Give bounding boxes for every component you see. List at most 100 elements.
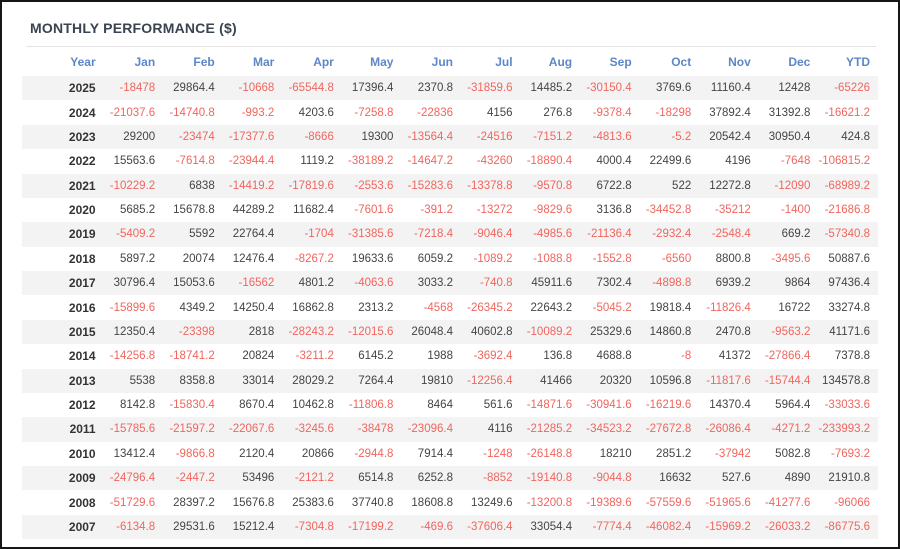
value-cell: -1552.8 (592, 252, 632, 265)
value-cell: -30150.4 (586, 82, 632, 95)
value-cell: -5045.2 (592, 301, 632, 314)
value-cell: 7914.4 (417, 447, 453, 460)
value-cell: 26048.4 (411, 325, 453, 338)
value-cell: 527.6 (722, 472, 751, 485)
value-cell: -10668 (238, 82, 275, 95)
value-cell: -12256.4 (467, 374, 513, 387)
value-cell: 25329.6 (590, 325, 632, 338)
year-cell: 2020 (68, 203, 96, 218)
value-cell: 30796.4 (113, 277, 156, 290)
value-cell: -7693.2 (830, 447, 870, 460)
column-header-sep: Sep (609, 55, 632, 69)
value-cell: -233993.2 (818, 423, 871, 436)
value-cell: -22067.6 (228, 423, 275, 436)
value-cell: -37606.4 (467, 520, 513, 533)
value-cell: 13412.4 (113, 447, 156, 460)
table-body: 2025 -18478 29864.4 -10668 -65544.8 17396.4 23… (22, 76, 878, 540)
value-cell: 20074 (182, 252, 215, 265)
value-cell: -14871.6 (526, 399, 573, 412)
value-cell: 8670.4 (239, 399, 275, 412)
value-cell: -38478 (357, 423, 394, 436)
value-cell: -11806.8 (348, 399, 394, 412)
value-cell: 20542.4 (709, 130, 751, 143)
value-cell: 20824 (242, 350, 275, 363)
value-cell: 19300 (361, 130, 394, 143)
value-cell: 2851.2 (656, 447, 692, 460)
column-header-dec: Dec (788, 55, 811, 69)
value-cell: -17377.6 (228, 130, 275, 143)
value-cell: 29531.6 (173, 520, 215, 533)
value-cell: 5897.2 (119, 252, 156, 265)
value-cell: -9378.4 (592, 106, 632, 119)
value-cell: -13564.4 (407, 130, 453, 143)
value-cell: -12090 (774, 179, 811, 192)
value-cell: -7648 (780, 155, 811, 168)
table-row: 2009 -24796.4 -2447.2 53496 -2121.2 6514.8 625… (22, 466, 878, 491)
value-cell: -3245.6 (294, 423, 334, 436)
column-header-oct: Oct (671, 55, 692, 69)
table-row: 2007 -6134.8 29531.6 15212.4 -7304.8 -17199.2… (22, 514, 878, 540)
value-cell: -469.6 (420, 520, 453, 533)
value-cell: 134578.8 (822, 374, 870, 387)
year-cell: 2023 (68, 129, 96, 144)
value-cell: -11817.6 (706, 374, 751, 387)
value-cell: 5685.2 (119, 204, 156, 217)
column-header-mar: Mar (252, 55, 275, 69)
value-cell: -9044.8 (592, 472, 632, 485)
value-cell: -65544.8 (288, 82, 334, 95)
value-cell: 33054.4 (530, 520, 573, 533)
value-cell: -15744.4 (764, 374, 811, 387)
value-cell: 20320 (599, 374, 632, 387)
value-cell: -15785.6 (109, 423, 156, 436)
column-header-aug: Aug (548, 55, 573, 69)
value-cell: 33014 (242, 374, 275, 387)
value-cell: 22764.4 (232, 228, 275, 241)
value-cell: 8800.8 (715, 252, 751, 265)
value-cell: -37942 (714, 447, 751, 460)
value-cell: 20866 (301, 447, 334, 460)
value-cell: -30941.6 (586, 399, 632, 412)
value-cell: -9829.6 (533, 204, 573, 217)
value-cell: -1088.8 (533, 252, 573, 265)
value-cell: 28397.2 (173, 496, 215, 509)
year-cell: 2013 (68, 373, 96, 388)
year-cell: 2011 (69, 422, 96, 437)
value-cell: 5964.4 (775, 399, 811, 412)
value-cell: 31392.8 (768, 106, 811, 119)
value-cell: -4985.6 (533, 228, 573, 241)
year-cell: 2019 (68, 227, 96, 242)
value-cell: 8464 (427, 399, 453, 412)
value-cell: -7151.2 (533, 130, 573, 143)
value-cell: 1988 (427, 350, 453, 363)
column-header-jul: Jul (495, 55, 513, 69)
value-cell: 14860.8 (649, 325, 692, 338)
value-cell: -46082.4 (645, 520, 692, 533)
value-cell: -16562 (238, 277, 275, 290)
value-cell: -65226 (834, 82, 870, 95)
year-cell: 2008 (68, 495, 96, 510)
value-cell: 2470.8 (715, 325, 751, 338)
value-cell: -24796.4 (109, 472, 156, 485)
column-header-may: May (370, 55, 394, 69)
value-cell: -7614.8 (175, 155, 215, 168)
value-cell: -35212 (714, 204, 751, 217)
value-cell: -19140.8 (526, 472, 573, 485)
value-cell: 6514.8 (358, 472, 394, 485)
year-cell: 2018 (68, 251, 96, 266)
value-cell: -15283.6 (407, 179, 453, 192)
value-cell: 14485.2 (530, 82, 573, 95)
value-cell: -18890.4 (526, 155, 573, 168)
value-cell: -740.8 (479, 277, 513, 290)
value-cell: -4813.6 (592, 130, 632, 143)
value-cell: -17819.6 (288, 179, 334, 192)
value-cell: 6939.2 (715, 277, 751, 290)
table-row: 2023 29200 -23474 -17377.6 -8666 19300 -13564.… (22, 124, 878, 150)
value-cell: -57340.8 (824, 228, 870, 241)
value-cell: 4156 (486, 106, 513, 119)
table-row: 2012 8142.8 -15830.4 8670.4 10462.8 -11806.8 8… (22, 393, 878, 417)
monthly-performance-panel: MONTHLY PERFORMANCE ($) Year Jan Feb Mar Apr… (22, 20, 878, 540)
value-cell: -24516 (476, 130, 513, 143)
value-cell: -34452.8 (645, 204, 692, 217)
table-row: 2025 -18478 29864.4 -10668 -65544.8 17396.4 23… (22, 76, 878, 101)
value-cell: 22499.6 (649, 155, 692, 168)
